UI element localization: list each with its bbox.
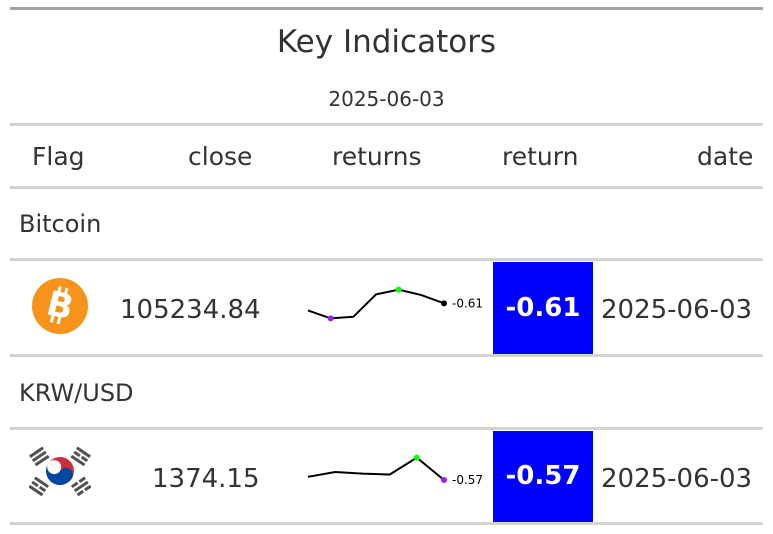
sparkline-last-value-label: -0.57 bbox=[452, 473, 483, 487]
header-bottom-rule bbox=[10, 186, 763, 189]
row-rule-bitcoin bbox=[10, 354, 763, 357]
header-top-rule bbox=[10, 123, 763, 126]
column-header-returns: returns bbox=[332, 142, 422, 171]
return-badge-krw-usd: -0.57 bbox=[493, 431, 593, 522]
column-header-date: date bbox=[697, 142, 754, 171]
sparkline-min-point bbox=[327, 315, 334, 322]
sparkline-krw-usd: -0.57 bbox=[307, 454, 483, 487]
key-indicators-table: Key Indicators 2025-06-03 Flag close ret… bbox=[10, 0, 763, 534]
sparkline-max-point bbox=[413, 454, 420, 461]
table-top-rule bbox=[10, 7, 763, 10]
sparkline-min-point bbox=[441, 477, 447, 483]
date-value-krw-usd: 2025-06-03 bbox=[601, 464, 753, 494]
column-header-return: return bbox=[502, 142, 579, 171]
group-label-bitcoin: Bitcoin bbox=[19, 210, 102, 238]
group-label-krw-usd: KRW/USD bbox=[19, 379, 134, 407]
table-subtitle: 2025-06-03 bbox=[328, 87, 445, 111]
sparkline-path bbox=[307, 456, 445, 481]
south-korea-flag-icon bbox=[29, 446, 91, 496]
sparkline-path bbox=[307, 288, 445, 320]
return-badge-bitcoin: -0.61 bbox=[493, 262, 593, 354]
sparkline-max-point bbox=[395, 286, 402, 293]
group-rule-krw-usd bbox=[10, 427, 763, 430]
bitcoin-icon: B bbox=[32, 278, 88, 334]
sparkline-bitcoin: -0.61 bbox=[307, 286, 483, 322]
column-header-flag: Flag bbox=[32, 142, 85, 171]
group-rule-bitcoin bbox=[10, 258, 763, 261]
column-header-close: close bbox=[188, 142, 253, 171]
sparkline-last-value-label: -0.61 bbox=[452, 296, 483, 310]
row-rule-krw-usd bbox=[10, 522, 763, 525]
table-title: Key Indicators bbox=[276, 24, 497, 60]
close-value-bitcoin: 105234.84 bbox=[120, 295, 261, 325]
date-value-bitcoin: 2025-06-03 bbox=[601, 295, 753, 325]
sparkline-last-point bbox=[441, 300, 447, 307]
close-value-krw-usd: 1374.15 bbox=[152, 464, 260, 494]
